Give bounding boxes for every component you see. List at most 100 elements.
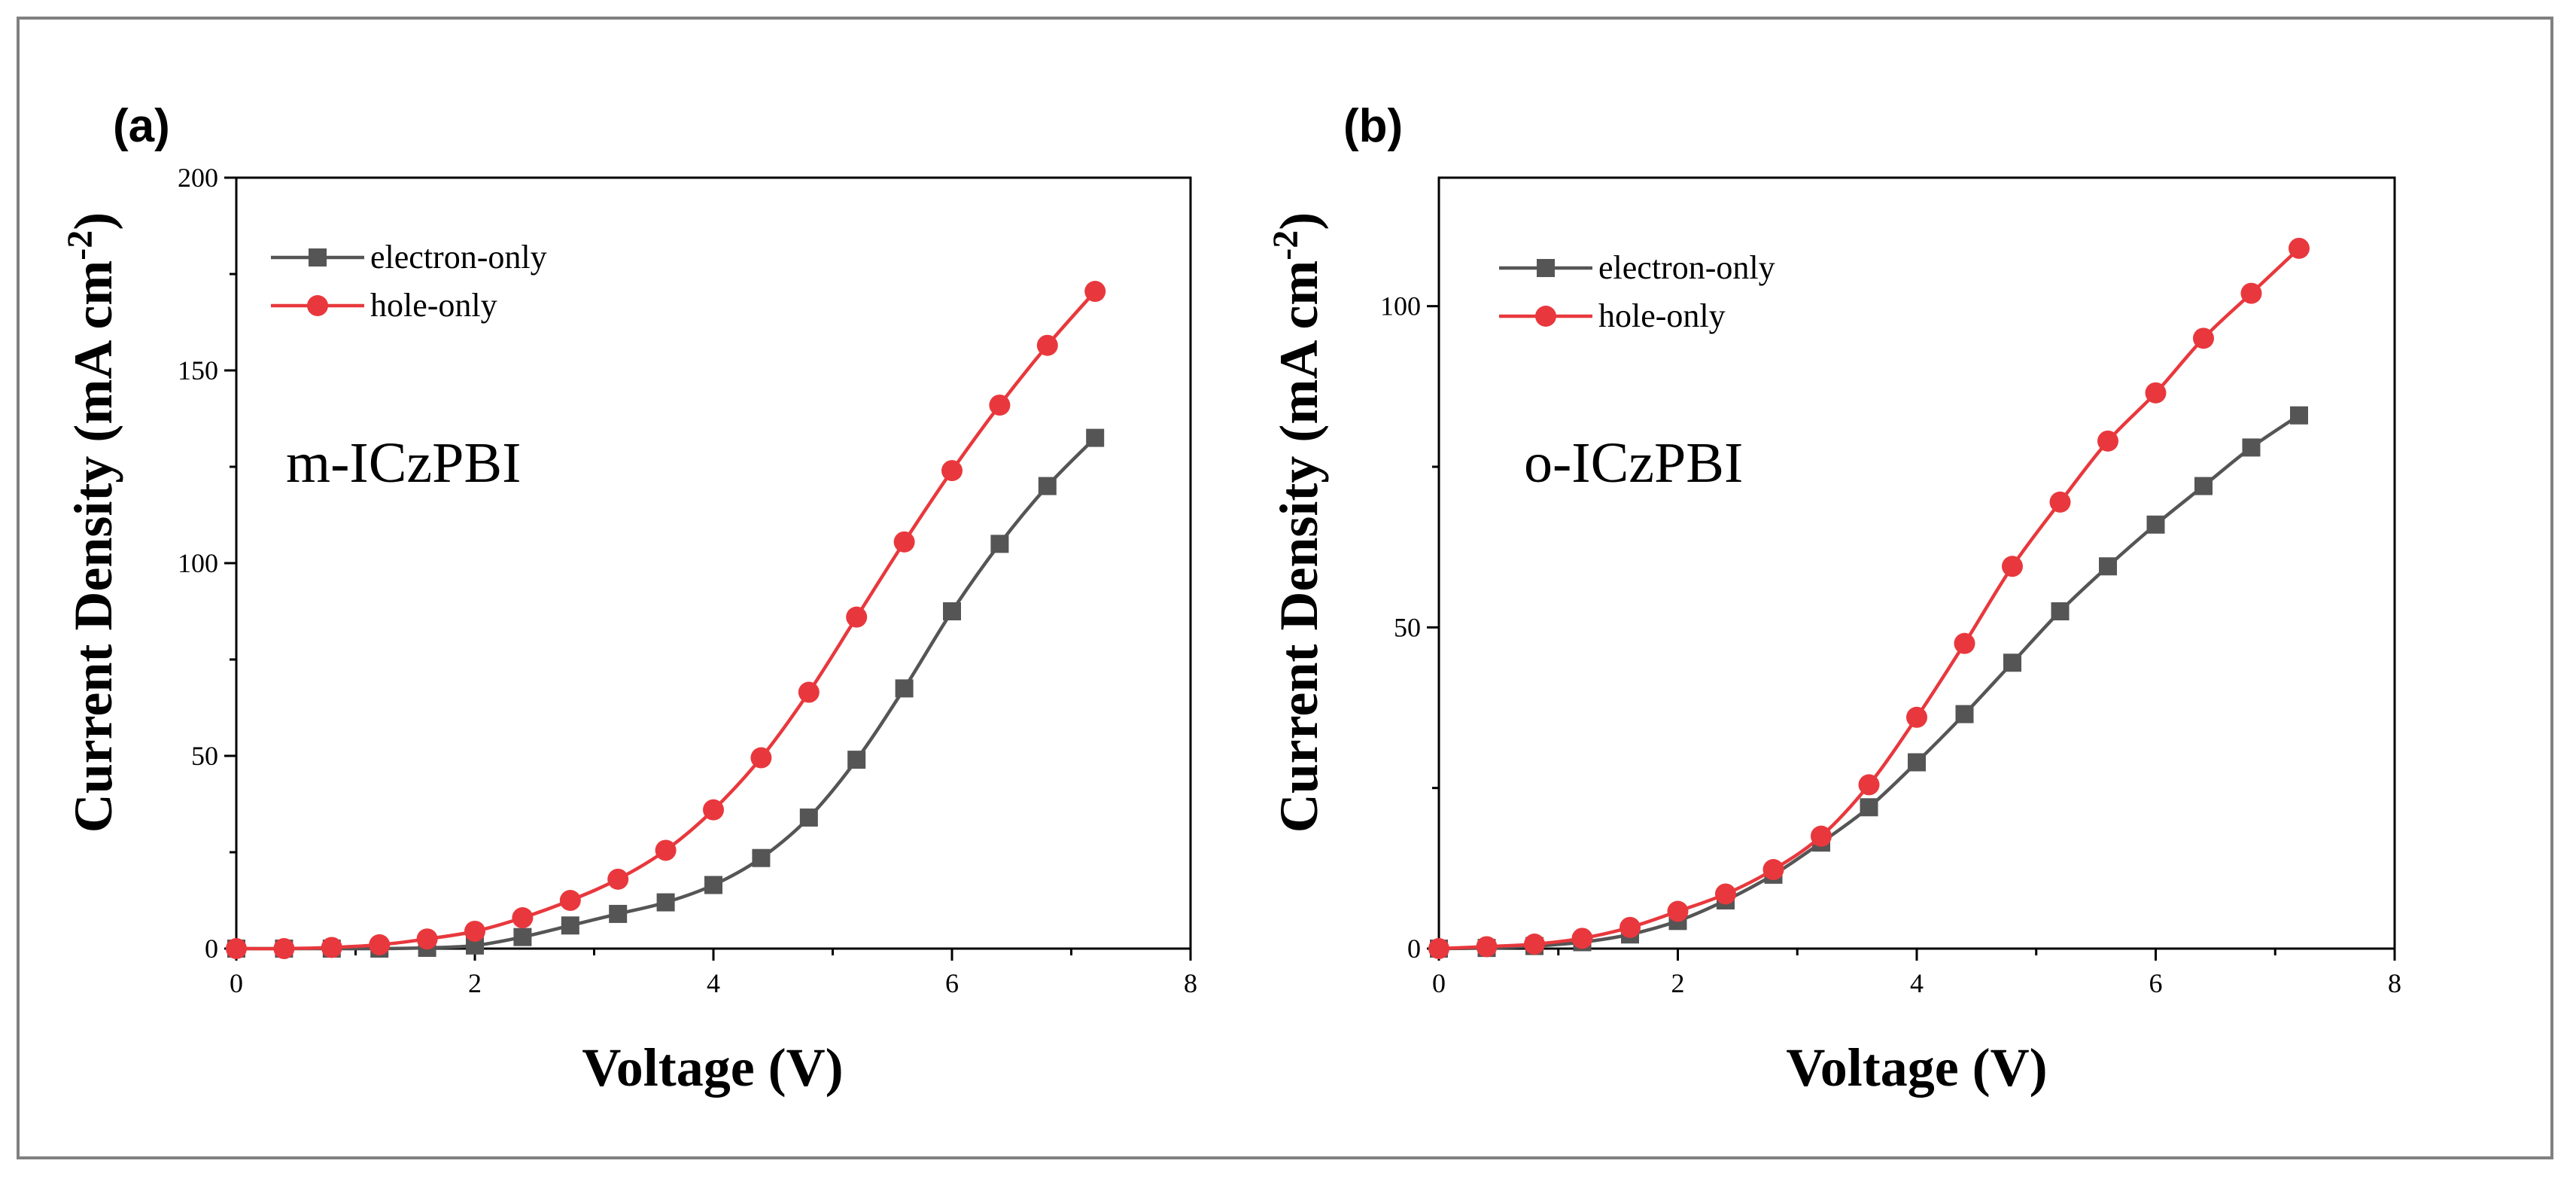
panel-b-electron-only-point	[2290, 406, 2308, 425]
panel-a-electron-only-point	[752, 848, 771, 867]
panel-b-ytick-label: 50	[1394, 612, 1421, 642]
panel-b-xtick-label: 0	[1432, 968, 1446, 998]
panel-a-ylabel-end: )	[63, 212, 123, 230]
panel-b-xtick-label: 2	[1671, 968, 1685, 998]
panel-a-electron-only-point	[704, 876, 722, 894]
panel-a-electron-only-point	[847, 751, 866, 769]
panel-b-annotation: o-ICzPBI	[1524, 431, 1743, 495]
panel-a-xlabel: Voltage (V)	[582, 1037, 843, 1098]
panel-a-legend-label: hole-only	[370, 287, 497, 324]
panel-b-xtick-label: 8	[2388, 968, 2401, 998]
panel-a-xtick-label: 0	[230, 968, 243, 998]
panel-b-hole-only-point	[1476, 936, 1498, 958]
panel-b-legend-label: electron-only	[1598, 249, 1775, 286]
panel-a-xtick-label: 4	[707, 968, 720, 998]
panel-a-ytick-label: 50	[191, 741, 218, 771]
panel-a-hole-only-point	[941, 460, 963, 482]
panel-a-hole-only-point	[464, 920, 485, 942]
panel-b-hole-only-point	[2002, 556, 2023, 577]
panel-b-electron-only-point	[2194, 477, 2213, 495]
panel-a-series-electron-only-line	[236, 437, 1096, 951]
panel-b-hole-only-point	[1428, 938, 1449, 959]
panel-b-hole-only-point	[2097, 430, 2118, 452]
panel-b-electron-only-point	[2099, 557, 2117, 576]
panel-b-ylabel: Current Density (mA cm-2)	[1266, 212, 1329, 833]
panel-b-hole-only-point	[1667, 900, 1689, 922]
panel-b-hole-only-point	[2289, 237, 2310, 259]
panel-a-legend-marker	[307, 295, 328, 316]
panel-a-hole-only-point	[416, 928, 438, 950]
panel-b-electron-only-point	[1955, 705, 1974, 723]
panel-b-xtick-label: 6	[2149, 968, 2163, 998]
panel-a-hole-only-point	[226, 938, 247, 959]
panel-b-ylabel-sup: -2	[1266, 230, 1306, 260]
panel-a-annotation: m-ICzPBI	[286, 431, 521, 495]
panel-b-ylabel-main: Current Density (mA cm	[1269, 260, 1329, 833]
panel-b-hole-only-point	[1524, 934, 1545, 955]
panel-b-electron-only-point	[1860, 798, 1878, 817]
panel-a-label: (a)	[113, 100, 170, 152]
panel-a-ytick-label: 100	[178, 548, 218, 578]
panel-a-hole-only-point	[559, 890, 581, 911]
panel-b-hole-only-point	[1954, 632, 1975, 654]
panel-b-electron-only-point	[2146, 515, 2165, 534]
panel-a-hole-only-point	[369, 934, 391, 955]
panel-a-xtick-label: 8	[1184, 968, 1197, 998]
panel-b-ytick-label: 0	[1407, 934, 1421, 964]
panel-a-electron-only-point	[990, 535, 1009, 553]
panel-b-electron-only-point	[2051, 602, 2070, 620]
panel-a-ylabel: Current Density (mA cm-2)	[60, 212, 123, 833]
panel-b-hole-only-point	[1620, 916, 1641, 938]
panel-b-hole-only-point	[1762, 859, 1784, 881]
panel-a-electron-only-point	[513, 928, 532, 946]
panel-b-hole-only-point	[1811, 825, 1832, 847]
panel-b-legend-marker	[1535, 306, 1556, 327]
panel-b-legend-label: hole-only	[1598, 297, 1726, 334]
panel-a-legend-marker	[309, 248, 327, 267]
panel-a-hole-only-point	[798, 681, 820, 703]
panel-a-ylabel-main: Current Density (mA cm	[63, 260, 123, 833]
panel-a-xtick-label: 2	[468, 968, 482, 998]
panel-a-electron-only-point	[1086, 428, 1105, 447]
panel-a-hole-only-point	[846, 606, 868, 628]
panel-a-hole-only-point	[321, 937, 342, 958]
panel-a-hole-only-point	[703, 799, 724, 821]
panel-a-hole-only-point	[655, 839, 677, 861]
panel-a-hole-only-point	[607, 868, 629, 890]
panel-a-electron-only-point	[1038, 477, 1057, 495]
panel-b-hole-only-point	[1715, 883, 1736, 905]
panel-a-electron-only-point	[656, 893, 675, 912]
panel-b-hole-only-point	[2240, 282, 2262, 304]
panel-b-ylabel-end: )	[1269, 212, 1329, 230]
panel-a: (a) m-ICzPBI Voltage (V) Current Density…	[60, 100, 1197, 1098]
panel-b-hole-only-point	[2049, 491, 2071, 513]
panel-a-hole-only-point	[1036, 334, 1058, 356]
panel-a-ytick-label: 200	[178, 163, 218, 193]
panel-a-hole-only-point	[750, 747, 772, 769]
panel-b-electron-only-point	[1908, 753, 1926, 772]
panel-b-electron-only-point	[2003, 653, 2021, 672]
panel-a-electron-only-point	[561, 916, 579, 935]
panel-a-ytick-label: 0	[205, 934, 218, 964]
panel-a-electron-only-point	[943, 602, 961, 620]
panel-a-hole-only-point	[273, 938, 295, 959]
panel-a-electron-only-point	[895, 679, 914, 698]
panel-b-hole-only-point	[2193, 327, 2214, 349]
panel-a-xtick-label: 6	[945, 968, 959, 998]
panel-b-hole-only-point	[1571, 928, 1593, 949]
panel-b-label: (b)	[1343, 100, 1403, 152]
panel-b-legend-marker	[1537, 259, 1555, 277]
panel-b-xtick-label: 4	[1910, 968, 1924, 998]
panel-b-ytick-label: 100	[1380, 291, 1421, 321]
panel-a-legend-label: electron-only	[370, 239, 547, 276]
panel-b: (b) o-ICzPBI Voltage (V) Current Density…	[1266, 100, 2401, 1098]
panel-b-xlabel: Voltage (V)	[1786, 1037, 2047, 1098]
panel-a-hole-only-point	[893, 531, 915, 553]
panel-a-hole-only-point	[989, 394, 1011, 416]
panel-a-ylabel-sup: -2	[60, 230, 100, 260]
figure-frame	[17, 17, 2553, 1159]
panel-a-hole-only-point	[1084, 281, 1106, 303]
panel-b-electron-only-point	[2242, 438, 2261, 457]
panel-b-series-hole-only-line	[1438, 247, 2301, 951]
